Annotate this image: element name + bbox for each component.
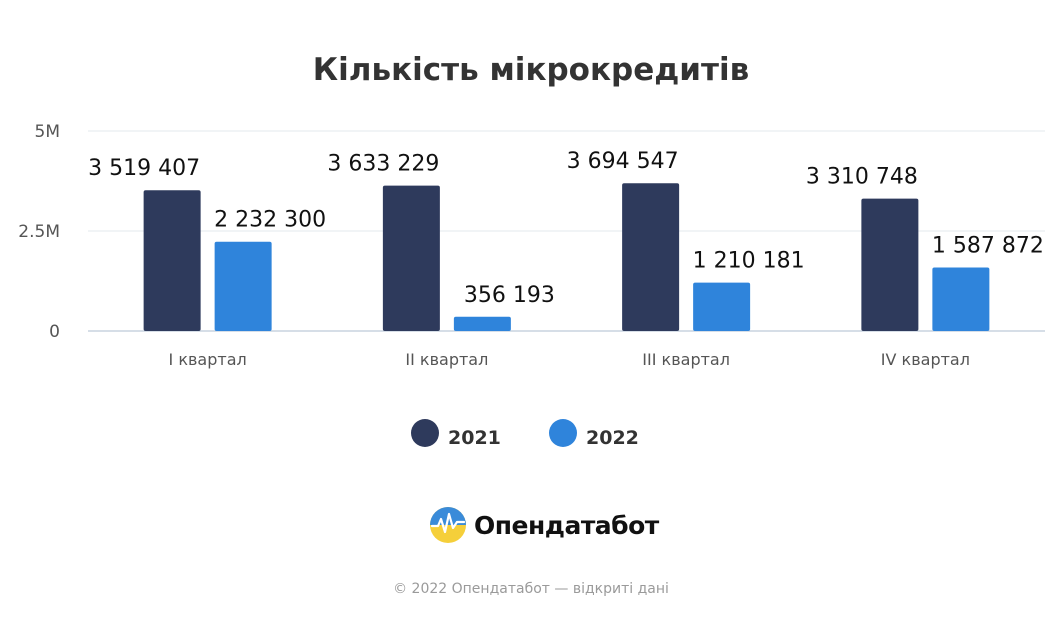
data-label: 1 210 181 [693, 249, 805, 274]
footer-text: © 2022 Опендатабот — відкриті дані [393, 581, 669, 597]
x-tick-label: III квартал [642, 350, 730, 369]
data-label: 3 519 407 [88, 156, 200, 181]
data-label: 2 232 300 [214, 208, 326, 233]
bar-2021-4 [861, 198, 919, 331]
data-label: 3 633 229 [327, 152, 439, 177]
data-label: 356 193 [464, 283, 555, 308]
legend-marker-2022 [549, 419, 577, 447]
x-tick-label: I квартал [169, 350, 247, 369]
x-tick-label: IV квартал [881, 350, 970, 369]
bar-2022-3 [693, 282, 751, 331]
legend-marker-2021 [411, 419, 439, 447]
legend-label: 2022 [586, 427, 639, 449]
legend-label: 2021 [448, 427, 501, 449]
data-label: 3 310 748 [806, 165, 918, 190]
brand-logo: Опендатабот [430, 507, 660, 543]
bar-2021-2 [382, 185, 440, 331]
data-label: 1 587 872 [932, 233, 1044, 258]
data-label: 3 694 547 [567, 149, 679, 174]
bar-2022-2 [453, 316, 511, 331]
y-tick-label: 0 [49, 322, 60, 342]
brand-name: Опендатабот [474, 511, 660, 540]
opendatabot-logo-icon [430, 507, 466, 543]
y-tick-label: 5M [35, 122, 60, 142]
chart-title: Кількість мікрокредитів [313, 52, 749, 88]
y-tick-label: 2.5M [18, 222, 60, 242]
bar-2021-3 [622, 183, 680, 331]
legend: 2021 2022 [411, 419, 639, 449]
labels-layer: 3 519 407 2 232 300 I квартал 3 633 229 356 … [87, 148, 1046, 369]
x-tick-label: II квартал [405, 350, 488, 369]
bar-2022-1 [214, 241, 272, 331]
bar-2021-1 [143, 190, 201, 331]
bars-layer [143, 183, 990, 331]
bar-2022-4 [932, 267, 990, 331]
